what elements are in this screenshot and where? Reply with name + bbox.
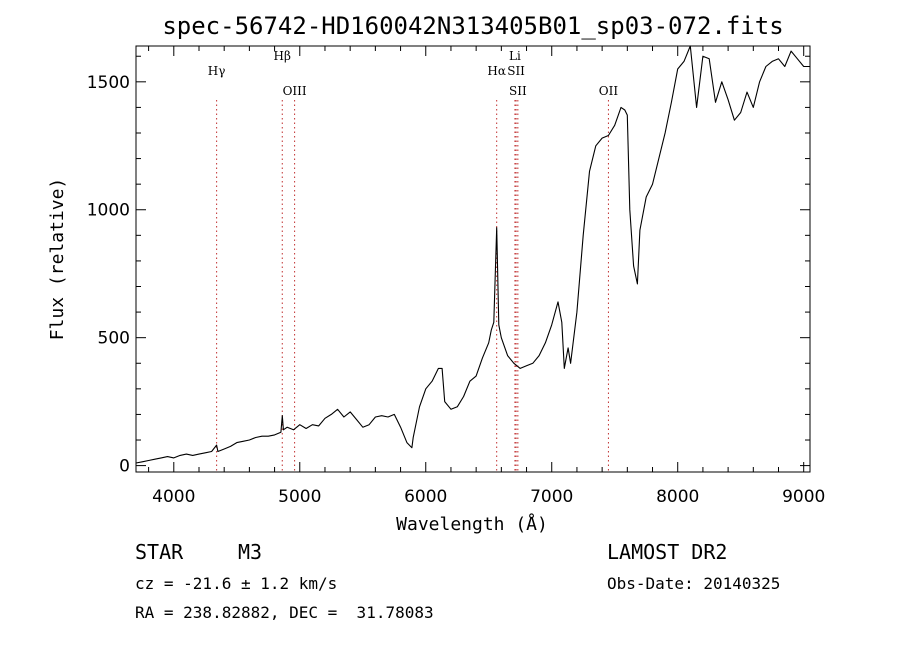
line-marker-label: Hβ	[274, 49, 291, 63]
redshift-velocity: cz = -21.6 ± 1.2 km/s	[135, 574, 338, 593]
x-tick-label: 9000	[782, 487, 825, 507]
observation-date: Obs-Date: 20140325	[607, 574, 781, 593]
plot-frame	[135, 45, 811, 473]
line-marker-label: Li	[509, 49, 521, 63]
y-axis-label: Flux (relative)	[47, 178, 68, 341]
line-marker-label: Hγ	[208, 64, 226, 78]
spectral-subclass: M3	[238, 540, 263, 564]
x-tick-label: 6000	[404, 487, 447, 507]
y-tick-label: 1500	[87, 73, 130, 93]
spectrum-line	[135, 45, 810, 464]
chart-title: spec-56742-HD160042N313405B01_sp03-072.f…	[162, 12, 783, 40]
axis-ticks: 4000 5000 6000 7000 8000 9000 0 500 1000 1500	[87, 46, 825, 507]
plot-border	[135, 45, 811, 473]
y-tick-label: 500	[98, 329, 130, 349]
x-axis-label: Wavelength (Å)	[396, 513, 548, 535]
line-marker-label: SII	[507, 64, 525, 78]
line-marker-label: OII	[599, 84, 619, 98]
x-tick-label: 8000	[656, 487, 699, 507]
line-marker-label: SII	[509, 84, 527, 98]
line-marker-label: OIII	[283, 84, 307, 98]
x-tick-label: 4000	[152, 487, 195, 507]
y-tick-label: 1000	[87, 201, 130, 221]
y-tick-label: 0	[119, 457, 130, 477]
survey-name: LAMOST DR2	[607, 540, 728, 564]
sky-coordinates: RA = 238.82882, DEC = 31.78083	[135, 603, 434, 622]
line-marker-label: Hα	[487, 64, 506, 78]
spectrum-series	[135, 45, 810, 464]
object-class: STAR	[135, 540, 184, 564]
x-tick-label: 5000	[278, 487, 321, 507]
x-tick-label: 7000	[530, 487, 573, 507]
